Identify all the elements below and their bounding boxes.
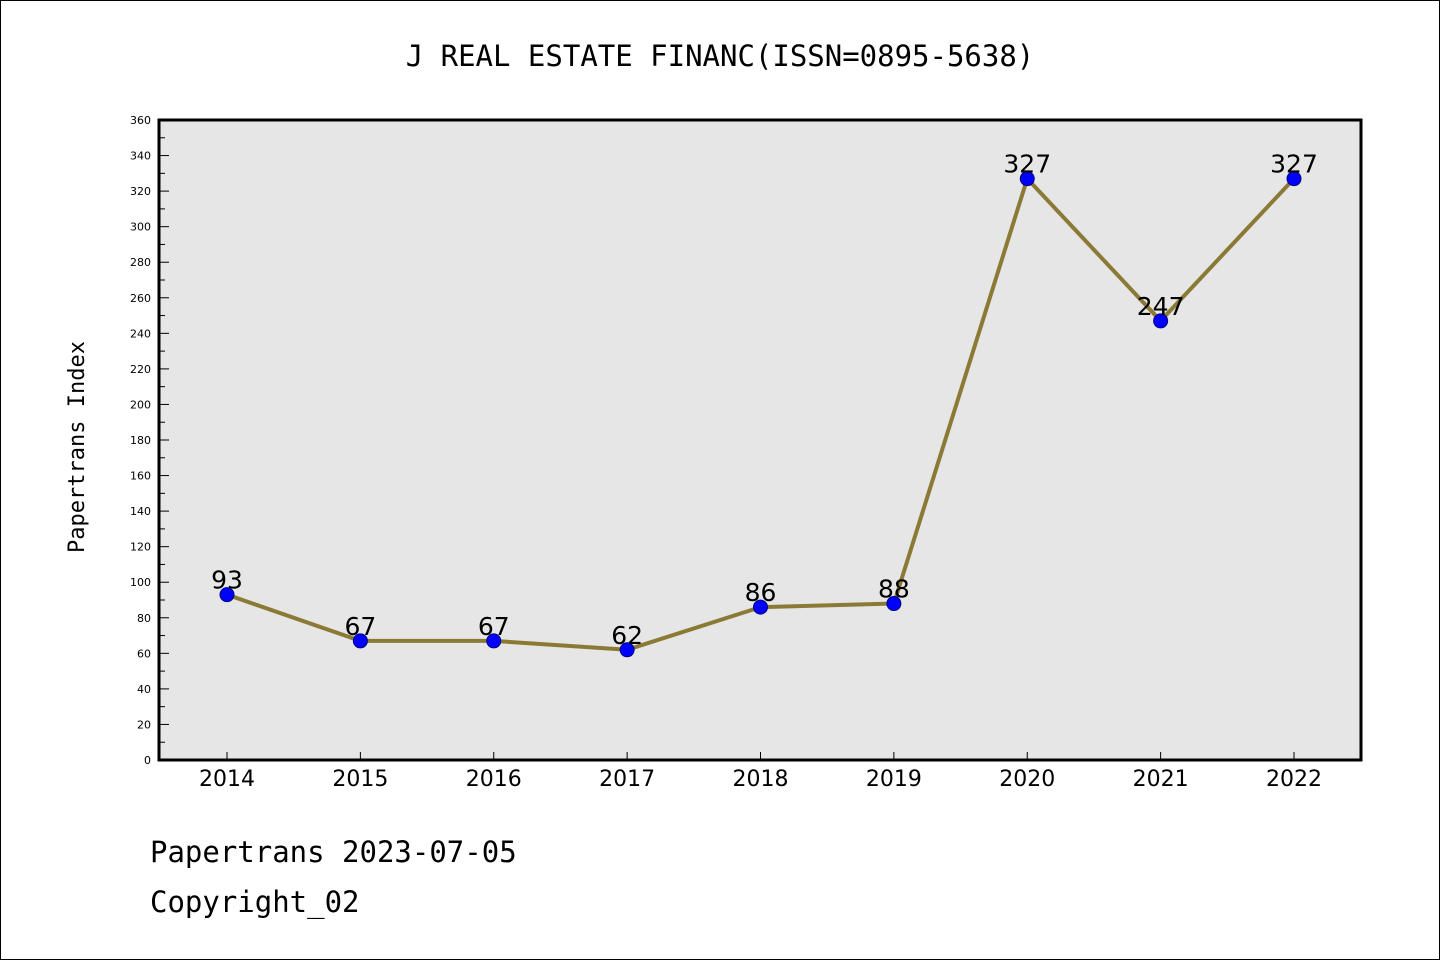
data-label: 86 bbox=[745, 578, 777, 607]
y-tick-label: 300 bbox=[130, 221, 151, 234]
data-label: 327 bbox=[1270, 150, 1318, 179]
x-axis: 2014 2015 2016 2017 2018 2019 2020 2021 2022 bbox=[199, 752, 1322, 792]
y-tick-label: 240 bbox=[130, 327, 151, 340]
x-tick-label: 2022 bbox=[1266, 767, 1322, 792]
data-label: 88 bbox=[878, 575, 910, 604]
series-layer: 93 67 67 62 86 88 327 247 327 bbox=[211, 150, 1318, 658]
y-tick-label: 80 bbox=[137, 612, 151, 625]
plot-area bbox=[157, 118, 1363, 762]
data-label: 67 bbox=[344, 612, 376, 641]
data-point bbox=[619, 642, 635, 658]
data-point bbox=[486, 633, 502, 649]
data-label: 327 bbox=[1003, 150, 1051, 179]
y-tick-label: 180 bbox=[130, 434, 151, 447]
y-tick-label: 360 bbox=[130, 114, 151, 127]
data-point bbox=[886, 596, 902, 612]
y-tick-label: 60 bbox=[137, 647, 151, 660]
y-tick-label: 260 bbox=[130, 292, 151, 305]
footer-copyright-text: Copyright_02 bbox=[150, 885, 360, 919]
data-point bbox=[1019, 171, 1035, 187]
data-point bbox=[753, 599, 768, 615]
y-tick-label: 160 bbox=[130, 470, 151, 483]
x-tick-label: 2015 bbox=[332, 767, 388, 792]
data-label: 62 bbox=[611, 621, 643, 650]
footer-date-text: Papertrans 2023-07-05 bbox=[150, 835, 517, 869]
data-point bbox=[219, 587, 235, 603]
y-tick-label: 200 bbox=[130, 398, 151, 411]
y-tick-label: 0 bbox=[144, 754, 151, 767]
data-label: 67 bbox=[478, 612, 510, 641]
y-tick-label: 100 bbox=[130, 576, 151, 589]
x-tick-label: 2018 bbox=[733, 767, 789, 792]
x-tick-label: 2016 bbox=[466, 767, 522, 792]
y-tick-label: 340 bbox=[130, 150, 151, 163]
data-point bbox=[1153, 313, 1169, 329]
data-point bbox=[1286, 171, 1302, 187]
y-tick-label: 220 bbox=[130, 363, 151, 376]
data-label: 247 bbox=[1137, 292, 1185, 321]
chart-title: J REAL ESTATE FINANC(ISSN=0895-5638) bbox=[406, 39, 1035, 73]
y-axis-label: Papertrans Index bbox=[65, 341, 90, 553]
y-tick-label: 40 bbox=[137, 683, 151, 696]
x-tick-label: 2020 bbox=[999, 767, 1055, 792]
y-tick-label: 320 bbox=[130, 185, 151, 198]
data-point bbox=[352, 633, 368, 649]
y-tick-label: 280 bbox=[130, 256, 151, 269]
x-tick-label: 2021 bbox=[1133, 767, 1189, 792]
y-tick-label: 20 bbox=[137, 718, 151, 731]
y-axis: 0 20 40 60 80 100 120 140 160 180 200 220 240 260 280 3… bbox=[130, 114, 169, 767]
x-tick-label: 2014 bbox=[199, 767, 255, 792]
x-tick-label: 2019 bbox=[866, 767, 922, 792]
x-tick-label: 2017 bbox=[599, 767, 655, 792]
y-tick-label: 140 bbox=[130, 505, 151, 518]
data-label: 93 bbox=[211, 566, 243, 595]
y-tick-label: 120 bbox=[130, 541, 151, 554]
